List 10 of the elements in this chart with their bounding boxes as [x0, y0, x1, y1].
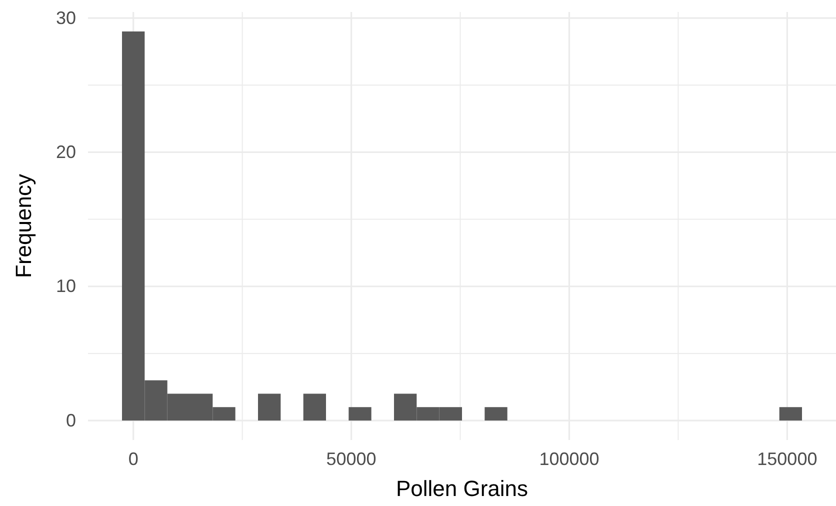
x-axis-title: Pollen Grains: [396, 476, 528, 501]
y-axis-title: Frequency: [11, 174, 36, 278]
y-tick-label: 0: [66, 410, 76, 430]
x-tick-label: 0: [128, 448, 138, 469]
x-tick-label: 150000: [757, 448, 818, 469]
y-tick-label: 30: [56, 8, 76, 28]
x-tick-label: 100000: [539, 448, 600, 469]
x-tick-label: 50000: [326, 448, 376, 469]
y-tick-label: 10: [56, 276, 76, 296]
y-tick-label: 20: [56, 142, 76, 162]
